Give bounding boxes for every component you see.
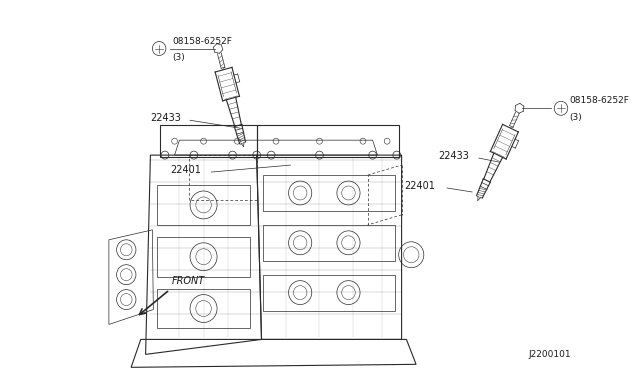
Text: 22401: 22401 <box>404 181 435 191</box>
Text: 08158-6252F: 08158-6252F <box>570 96 630 105</box>
Text: (3): (3) <box>570 113 582 122</box>
Circle shape <box>554 101 568 115</box>
Text: 22401: 22401 <box>170 165 200 175</box>
Text: 22433: 22433 <box>438 151 469 161</box>
Text: 08158-6252F: 08158-6252F <box>173 36 232 45</box>
Text: FRONT: FRONT <box>172 276 205 286</box>
Text: (3): (3) <box>173 54 186 62</box>
Text: J2200101: J2200101 <box>528 350 571 359</box>
Text: 22433: 22433 <box>150 113 181 123</box>
Circle shape <box>152 42 166 55</box>
